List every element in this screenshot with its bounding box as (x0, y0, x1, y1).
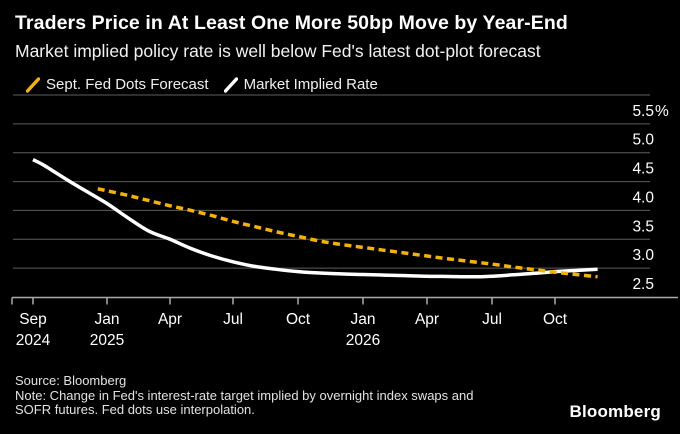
series-line-sept-fed-dots-forecast (97, 187, 598, 279)
note-text-line2: SOFR futures. Fed dots use interpolation… (15, 402, 255, 418)
y-tick-label: 5.5 (632, 103, 654, 120)
legend: Sept. Fed Dots Forecast Market Implied R… (26, 76, 378, 93)
legend-item-market-implied: Market Implied Rate (223, 76, 378, 93)
chart-title: Traders Price in At Least One More 50bp … (15, 12, 568, 34)
note-text-line1: Note: Change in Fed's interest-rate targ… (15, 387, 474, 403)
x-tick-label: Jul (223, 311, 243, 328)
y-axis-labels: 5.5 %5.0 4.5 4.0 3.5 3.0 2.5 (632, 103, 669, 293)
x-axis (11, 296, 678, 305)
x-tick-label: Apr (415, 311, 439, 328)
bloomberg-logo: Bloomberg (569, 402, 661, 421)
x-tick-label: Jan (95, 311, 120, 328)
x-tick-label: Jul (482, 311, 502, 328)
y-tick-label: 3.5 (632, 218, 654, 235)
x-tick-label: Jan (351, 311, 376, 328)
series-line-market-implied-rate (32, 158, 598, 279)
y-tick-label: 5.0 (632, 132, 654, 149)
legend-label-market-implied: Market Implied Rate (243, 76, 378, 93)
x-axis-labels: Sep 2024 Jan 2025 Apr Jul Oct Jan 2026 Apr Jul Oct (16, 311, 568, 349)
solid-slash-icon (223, 76, 238, 93)
chart-subtitle: Market implied policy rate is well below… (15, 41, 541, 61)
dashed-slash-icon (26, 76, 40, 93)
x-tick-year-label: 2025 (90, 332, 124, 349)
y-tick-label: 4.5 (632, 161, 654, 178)
x-tick-label: Apr (158, 311, 182, 328)
x-tick-label: Oct (286, 311, 311, 328)
y-tick-label: 4.0 (632, 189, 654, 206)
y-tick-label: 2.5 (632, 276, 654, 293)
x-tick-year-label: 2024 (16, 332, 51, 349)
gridlines (13, 94, 650, 269)
source-text: Source: Bloomberg (15, 373, 127, 388)
legend-item-fed-dots: Sept. Fed Dots Forecast (26, 76, 209, 93)
x-tick-label: Sep (19, 311, 47, 328)
x-tick-year-label: 2026 (346, 332, 380, 349)
footnotes: Source: Bloomberg Note: Change in Fed's … (15, 373, 474, 418)
legend-label-fed-dots: Sept. Fed Dots Forecast (46, 76, 209, 93)
y-axis-unit: % (655, 103, 669, 120)
x-tick-label: Oct (543, 311, 568, 328)
y-tick-label: 3.0 (632, 247, 654, 264)
